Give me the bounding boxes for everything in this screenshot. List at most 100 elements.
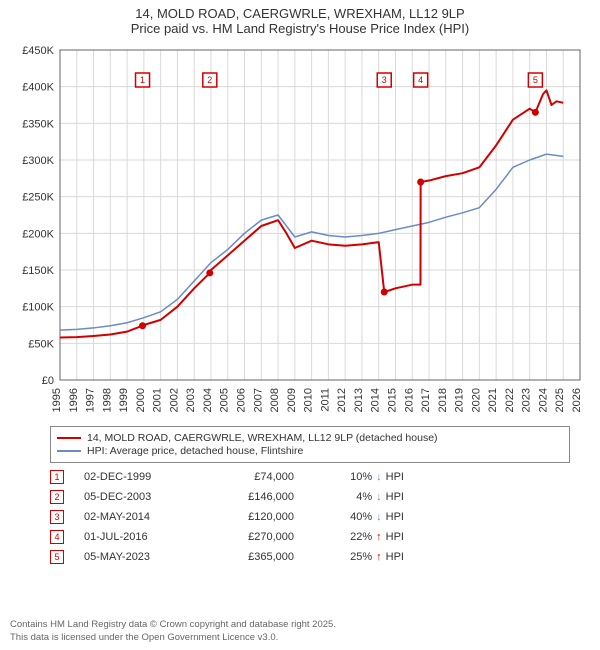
arrow-down-icon: ↓ [376,491,382,503]
svg-text:2019: 2019 [454,388,466,412]
svg-text:2010: 2010 [303,388,315,412]
svg-text:£100K: £100K [22,302,54,314]
svg-text:£300K: £300K [22,155,54,167]
title-line-1: 14, MOLD ROAD, CAERGWRLE, WREXHAM, LL12 … [10,6,590,21]
svg-text:4: 4 [418,75,423,85]
arrow-down-icon: ↓ [376,511,382,523]
svg-text:2008: 2008 [269,388,281,412]
svg-text:2002: 2002 [168,388,180,412]
svg-text:1: 1 [140,75,145,85]
transaction-diff-pct: 25% [350,551,372,563]
svg-text:£150K: £150K [22,265,54,277]
svg-text:2006: 2006 [236,388,248,412]
transaction-diff: 40% ↓ HPI [314,511,404,523]
svg-text:2005: 2005 [219,388,231,412]
svg-text:£400K: £400K [22,82,54,94]
transaction-row: 5 05-MAY-2023 £365,000 25% ↑ HPI [50,547,570,567]
arrow-down-icon: ↓ [376,471,382,483]
svg-text:£350K: £350K [22,118,54,130]
transaction-price: £74,000 [214,471,294,483]
transaction-date: 05-DEC-2003 [84,491,194,503]
svg-text:2016: 2016 [403,388,415,412]
svg-text:2017: 2017 [420,388,432,412]
transaction-date: 05-MAY-2023 [84,551,194,563]
svg-text:2013: 2013 [353,388,365,412]
legend-swatch [57,437,81,439]
svg-text:2023: 2023 [521,388,533,412]
transaction-marker: 4 [50,530,64,544]
svg-text:2011: 2011 [319,388,331,412]
legend-label: HPI: Average price, detached house, Flin… [87,445,303,457]
transaction-vs-label: HPI [386,471,404,483]
svg-text:2004: 2004 [202,388,214,412]
transaction-diff: 25% ↑ HPI [314,551,404,563]
transaction-diff-pct: 10% [350,471,372,483]
svg-text:1999: 1999 [118,388,130,412]
legend-row: HPI: Average price, detached house, Flin… [57,445,563,457]
svg-text:2021: 2021 [487,388,499,412]
svg-text:1996: 1996 [68,388,80,412]
svg-text:1998: 1998 [101,388,113,412]
page-container: 14, MOLD ROAD, CAERGWRLE, WREXHAM, LL12 … [0,0,600,650]
svg-text:2003: 2003 [185,388,197,412]
svg-text:1997: 1997 [85,388,97,412]
transaction-row: 1 02-DEC-1999 £74,000 10% ↓ HPI [50,467,570,487]
svg-text:2012: 2012 [336,388,348,412]
transaction-price: £120,000 [214,511,294,523]
transaction-diff: 10% ↓ HPI [314,471,404,483]
legend-swatch [57,450,81,452]
legend-row: 14, MOLD ROAD, CAERGWRLE, WREXHAM, LL12 … [57,432,563,444]
svg-text:2015: 2015 [386,388,398,412]
transaction-vs-label: HPI [386,551,404,563]
svg-text:2009: 2009 [286,388,298,412]
svg-text:2024: 2024 [537,388,549,412]
transaction-vs-label: HPI [386,531,404,543]
arrow-up-icon: ↑ [376,551,382,563]
transaction-price: £270,000 [214,531,294,543]
transaction-marker: 1 [50,470,64,484]
transaction-diff-pct: 4% [356,491,372,503]
svg-text:2001: 2001 [152,388,164,412]
svg-text:2020: 2020 [470,388,482,412]
footer-line-1: Contains HM Land Registry data © Crown c… [10,619,590,631]
svg-text:2000: 2000 [135,388,147,412]
transaction-marker: 3 [50,510,64,524]
svg-text:2: 2 [207,75,212,85]
transaction-date: 02-MAY-2014 [84,511,194,523]
title-line-2: Price paid vs. HM Land Registry's House … [10,21,590,36]
legend-label: 14, MOLD ROAD, CAERGWRLE, WREXHAM, LL12 … [87,432,438,444]
transaction-diff: 22% ↑ HPI [314,531,404,543]
svg-text:£450K: £450K [22,45,54,57]
svg-text:2014: 2014 [370,388,382,412]
arrow-up-icon: ↑ [376,531,382,543]
svg-text:2007: 2007 [252,388,264,412]
transaction-diff-pct: 40% [350,511,372,523]
transaction-diff-pct: 22% [350,531,372,543]
svg-text:£200K: £200K [22,228,54,240]
svg-text:£0: £0 [42,375,54,387]
chart-title-block: 14, MOLD ROAD, CAERGWRLE, WREXHAM, LL12 … [0,0,600,40]
svg-text:5: 5 [533,75,538,85]
transaction-row: 2 05-DEC-2003 £146,000 4% ↓ HPI [50,487,570,507]
transaction-row: 3 02-MAY-2014 £120,000 40% ↓ HPI [50,507,570,527]
svg-text:£50K: £50K [28,338,54,350]
line-chart-svg: £0 £50K £100K £150K £200K £250K £300K £350K £400… [10,40,590,420]
footer-attribution: Contains HM Land Registry data © Crown c… [10,619,590,644]
svg-text:£250K: £250K [22,192,54,204]
chart-area: £0 £50K £100K £150K £200K £250K £300K £350K £400… [10,40,590,420]
transaction-date: 02-DEC-1999 [84,471,194,483]
transaction-price: £146,000 [214,491,294,503]
transaction-price: £365,000 [214,551,294,563]
transaction-marker: 2 [50,490,64,504]
svg-text:2022: 2022 [504,388,516,412]
svg-text:1995: 1995 [51,388,63,412]
transaction-vs-label: HPI [386,511,404,523]
svg-text:2018: 2018 [437,388,449,412]
svg-text:2025: 2025 [554,388,566,412]
transaction-diff: 4% ↓ HPI [314,491,404,503]
transaction-vs-label: HPI [386,491,404,503]
transactions-table: 1 02-DEC-1999 £74,000 10% ↓ HPI 2 05-DEC-2003 £1… [50,467,570,567]
footer-line-2: This data is licensed under the Open Gov… [10,632,590,644]
transaction-marker: 5 [50,550,64,564]
transaction-row: 401-JUL-2016£270,00022%↑HPI [50,527,570,547]
